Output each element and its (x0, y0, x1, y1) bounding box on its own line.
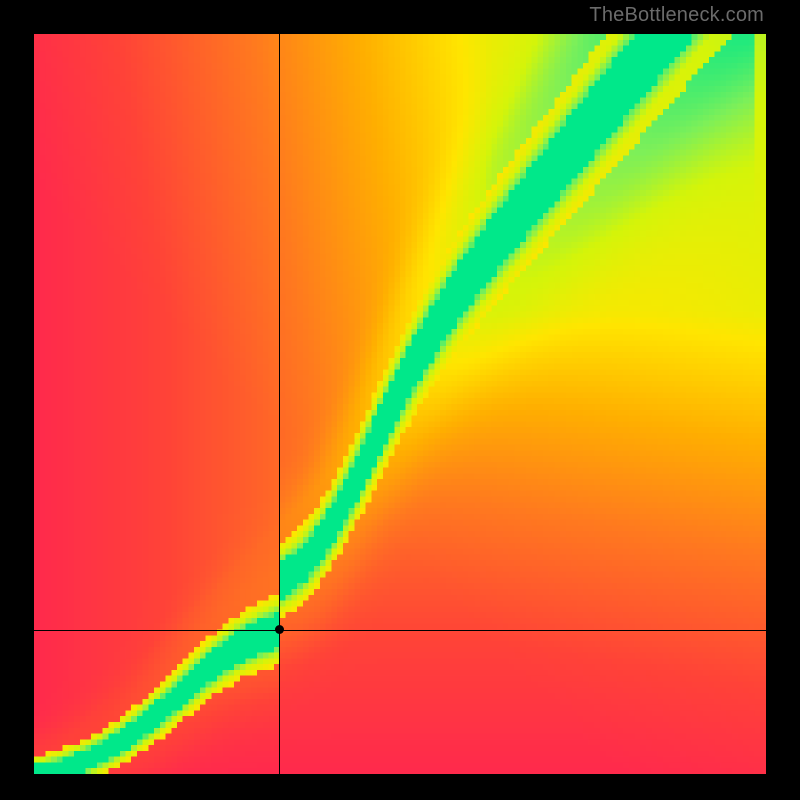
watermark-text: TheBottleneck.com (589, 4, 764, 27)
bottleneck-heatmap (34, 34, 766, 774)
chart-container: TheBottleneck.com (0, 0, 800, 800)
plot-area (34, 34, 766, 774)
